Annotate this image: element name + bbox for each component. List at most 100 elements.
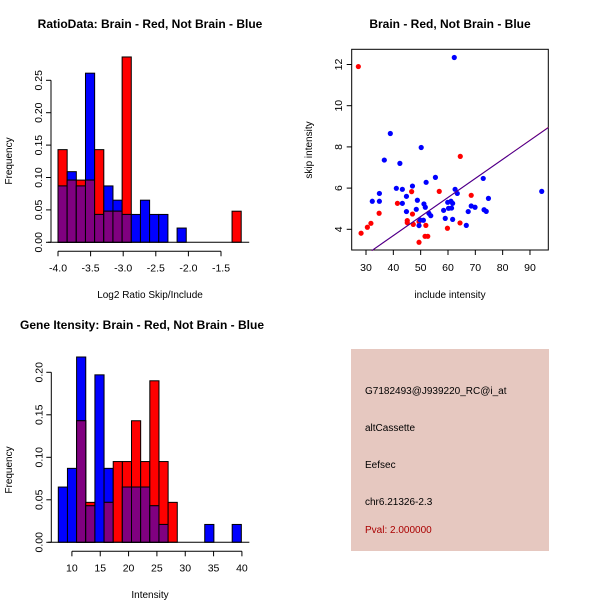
bar-overlap bbox=[149, 505, 160, 543]
bar-overlap bbox=[140, 486, 151, 543]
point-not-brain bbox=[399, 186, 405, 192]
y-tick-label: 8 bbox=[333, 144, 345, 150]
point-not-brain bbox=[409, 183, 416, 189]
point-not-brain bbox=[463, 222, 469, 228]
point-not-brain bbox=[376, 198, 382, 204]
bar-not-brain bbox=[176, 227, 187, 243]
y-tick-label: 4 bbox=[333, 226, 345, 232]
point-brain bbox=[457, 220, 463, 226]
location: chr6.21326-2.3 bbox=[365, 497, 433, 508]
point-not-brain bbox=[397, 160, 403, 166]
point-brain bbox=[468, 192, 474, 198]
bar-brain bbox=[231, 210, 242, 243]
bar-not-brain bbox=[57, 486, 68, 543]
point-not-brain bbox=[448, 205, 455, 211]
point-not-brain bbox=[432, 174, 439, 180]
scatter-xlabel: include intensity bbox=[414, 290, 485, 301]
y-tick-label: 0.10 bbox=[33, 167, 45, 188]
y-tick-label: 0.05 bbox=[33, 200, 45, 221]
y-tick-label: 0.15 bbox=[33, 135, 45, 156]
ratio-histogram-title: RatioData: Brain - Red, Not Brain - Blue bbox=[38, 17, 263, 31]
x-tick-label: 20 bbox=[123, 562, 135, 574]
gene-name: Eefsec bbox=[365, 460, 396, 471]
bar-overlap bbox=[57, 185, 68, 243]
point-brain bbox=[436, 188, 442, 194]
bar-not-brain bbox=[94, 374, 105, 543]
x-tick-label: -3.0 bbox=[114, 262, 132, 274]
intensity-histogram-title: Gene Itensity: Brain - Red, Not Brain - … bbox=[20, 318, 264, 332]
point-not-brain bbox=[416, 222, 422, 229]
probe-id: G7182493@J939220_RC@i_at bbox=[365, 386, 507, 397]
point-not-brain bbox=[423, 179, 429, 185]
bar-overlap bbox=[103, 210, 114, 243]
point-not-brain bbox=[450, 200, 456, 206]
point-brain bbox=[404, 220, 410, 226]
point-not-brain bbox=[428, 213, 434, 219]
x-tick-label: 15 bbox=[94, 562, 106, 574]
point-not-brain bbox=[450, 216, 456, 223]
point-brain bbox=[416, 239, 422, 245]
bar-overlap bbox=[75, 185, 86, 243]
intensity-histogram-xlabel: Intensity bbox=[131, 590, 168, 600]
x-tick-label: -4.0 bbox=[49, 262, 67, 274]
point-brain bbox=[409, 189, 415, 195]
x-tick-label: 30 bbox=[360, 262, 372, 274]
x-tick-label: 50 bbox=[415, 262, 427, 274]
x-tick-label: 80 bbox=[497, 262, 509, 274]
point-brain bbox=[423, 222, 429, 228]
x-tick-label: 10 bbox=[66, 562, 78, 574]
bar-overlap bbox=[121, 213, 132, 243]
bar-overlap bbox=[85, 505, 96, 543]
x-tick-label: -2.5 bbox=[147, 262, 165, 274]
point-not-brain bbox=[369, 198, 375, 204]
y-tick-label: 0.10 bbox=[33, 447, 45, 468]
intensity-histogram-ylabel: Frequency bbox=[4, 446, 15, 493]
x-tick-label: 40 bbox=[236, 562, 248, 574]
y-tick-label: 0.05 bbox=[33, 489, 45, 510]
point-not-brain bbox=[480, 175, 486, 182]
point-brain bbox=[376, 210, 382, 216]
bar-not-brain bbox=[204, 523, 215, 543]
y-tick-label: 10 bbox=[333, 100, 345, 112]
point-not-brain bbox=[381, 157, 387, 163]
y-tick-label: 0.25 bbox=[33, 70, 45, 91]
scatter-plot: Brain - Red, Not Brain - Blue include in… bbox=[304, 17, 549, 301]
point-not-brain bbox=[539, 188, 545, 194]
point-not-brain bbox=[451, 54, 457, 61]
x-tick-label: 40 bbox=[387, 262, 399, 274]
x-tick-label: 25 bbox=[151, 562, 163, 574]
x-tick-label: 60 bbox=[442, 262, 454, 274]
x-tick-label: -1.5 bbox=[212, 262, 230, 274]
point-not-brain bbox=[485, 195, 492, 201]
bar-brain bbox=[112, 461, 123, 543]
info-panel: G7182493@J939220_RC@i_at altCassette Eef… bbox=[351, 349, 549, 551]
pval: Pval: 2.000000 bbox=[365, 525, 432, 536]
x-tick-label: 30 bbox=[179, 562, 191, 574]
scatter-title: Brain - Red, Not Brain - Blue bbox=[369, 17, 531, 31]
point-brain bbox=[355, 63, 361, 70]
bar-overlap bbox=[84, 179, 96, 243]
ratio-histogram-xlabel: Log2 Ratio Skip/Include bbox=[97, 290, 203, 301]
bar-overlap bbox=[158, 523, 169, 543]
bar-overlap bbox=[121, 486, 133, 543]
y-tick-label: 12 bbox=[333, 59, 345, 71]
point-not-brain bbox=[472, 204, 478, 210]
x-tick-label: 35 bbox=[208, 562, 220, 574]
point-not-brain bbox=[413, 206, 419, 212]
y-tick-label: 0.00 bbox=[33, 232, 45, 253]
point-brain bbox=[457, 153, 463, 159]
bar-overlap bbox=[76, 420, 87, 543]
point-brain bbox=[425, 233, 431, 239]
x-tick-label: 90 bbox=[524, 262, 536, 274]
ratio-histogram-ylabel: Frequency bbox=[4, 137, 15, 184]
point-not-brain bbox=[483, 208, 489, 214]
bar-overlap bbox=[94, 213, 105, 243]
x-tick-label: 70 bbox=[469, 262, 481, 274]
point-not-brain bbox=[393, 185, 399, 191]
point-not-brain bbox=[414, 197, 420, 203]
bar-not-brain bbox=[149, 213, 160, 243]
point-brain bbox=[368, 220, 374, 226]
y-tick-label: 0.20 bbox=[33, 362, 45, 383]
point-not-brain bbox=[387, 130, 393, 137]
